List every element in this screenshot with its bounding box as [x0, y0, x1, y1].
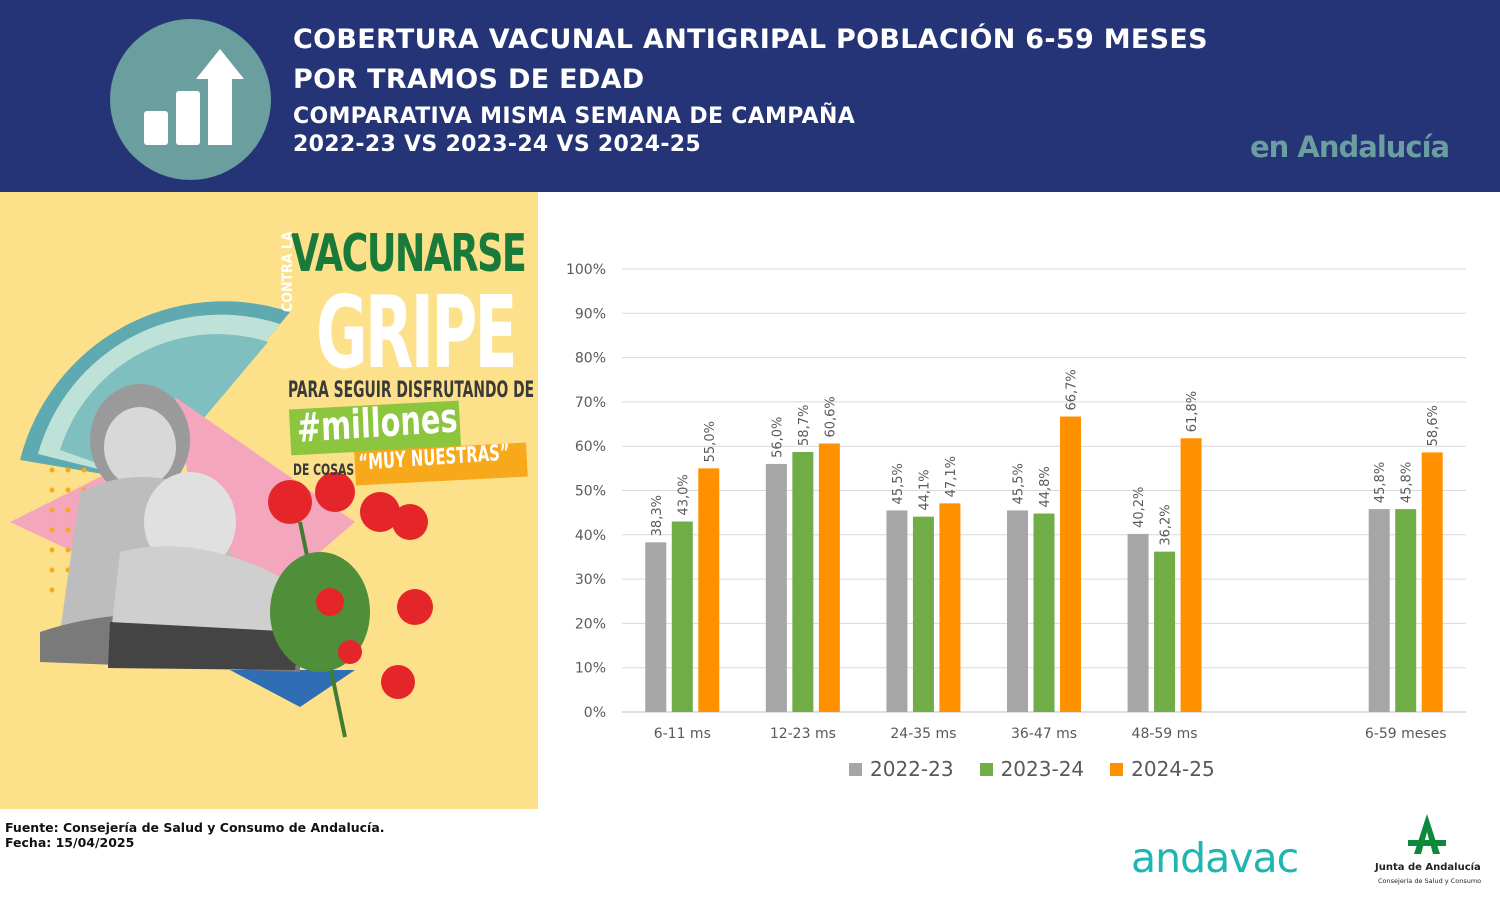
legend-item-2023-24: 2023-24: [979, 757, 1085, 781]
data-label: 43,0%: [676, 474, 691, 515]
poster-de-cosas: DE COSAS: [293, 460, 355, 479]
legend-swatch-2024-25: [1110, 762, 1124, 776]
legend-item-2024-25: 2024-25: [1110, 757, 1215, 781]
bar: [886, 510, 908, 712]
x-tick-label: 6-59 meses: [1365, 726, 1447, 742]
poster-vacunarse: VACUNARSE: [291, 224, 527, 284]
y-tick-label: 100%: [566, 262, 606, 278]
legend-label-2024-25: 2024-25: [1131, 757, 1215, 781]
y-tick-label: 70%: [575, 395, 606, 411]
bar: [1127, 533, 1149, 712]
data-label: 44,1%: [917, 469, 932, 510]
bar: [1154, 551, 1176, 712]
bar: [671, 521, 693, 712]
y-tick-label: 20%: [575, 616, 606, 632]
bar: [645, 542, 667, 712]
bar: [1368, 509, 1390, 712]
campaign-poster: VACUNARSE CONTRA LA GRIPE PARA SEGUIR DI…: [0, 192, 538, 809]
bar: [698, 468, 720, 712]
bar: [792, 451, 814, 712]
geranium-flowers: [268, 472, 433, 738]
bar: [912, 516, 934, 712]
data-label: 61,8%: [1185, 391, 1200, 432]
header-banner: COBERTURA VACUNAL ANTIGRIPAL POBLACIÓN 6…: [0, 0, 1500, 192]
junta-name: Junta de Andalucía: [1375, 862, 1481, 873]
y-tick-label: 30%: [575, 572, 606, 588]
chart-title-line-1: COBERTURA VACUNAL ANTIGRIPAL POBLACIÓN 6…: [293, 24, 1208, 55]
legend-swatch-2022-23: [849, 762, 862, 776]
x-tick-label: 36-47 ms: [1011, 726, 1077, 742]
junta-andalucia-logo-icon: [1408, 814, 1446, 854]
data-label: 55,0%: [703, 421, 718, 462]
x-tick-label: 6-11 ms: [654, 726, 711, 742]
data-label: 58,6%: [1426, 405, 1441, 446]
y-tick-label: 40%: [575, 528, 606, 544]
legend-swatch-2023-24: [979, 762, 993, 776]
bar: [939, 503, 961, 712]
data-label: 45,5%: [891, 463, 906, 504]
blue-triangle: [230, 670, 355, 707]
x-tick-label: 48-59 ms: [1132, 726, 1198, 742]
bar: [1421, 452, 1443, 712]
source-text: Fuente: Consejería de Salud y Consumo de…: [5, 820, 385, 835]
y-tick-label: 0%: [584, 705, 606, 721]
data-label: 56,0%: [770, 417, 785, 458]
poster-gripe: GRIPE: [316, 274, 518, 391]
poster-illustration: [10, 301, 433, 738]
data-label: 45,8%: [1400, 462, 1415, 503]
x-tick-label: 12-23 ms: [770, 726, 836, 742]
data-label: 38,3%: [650, 495, 665, 536]
chart-title-line-2: POR TRAMOS DE EDAD: [293, 64, 645, 95]
x-tick-label: 24-35 ms: [890, 726, 956, 742]
chart-legend: 2022-23 2023-24 2024-25: [849, 757, 1241, 781]
bar: [1395, 509, 1417, 712]
y-tick-label: 90%: [575, 306, 606, 322]
legend-label-2022-23: 2022-23: [870, 757, 954, 781]
chart-subtitle-line-2: 2022-23 VS 2023-24 VS 2024-25: [293, 132, 702, 157]
data-label: 36,2%: [1159, 504, 1174, 545]
bar: [818, 443, 840, 712]
data-label: 66,7%: [1065, 369, 1080, 410]
bar: [1033, 513, 1055, 712]
data-label: 45,8%: [1373, 462, 1388, 503]
children-photo: [40, 384, 300, 672]
data-label: 58,7%: [797, 405, 812, 446]
chart-subtitle-line-1: COMPARATIVA MISMA SEMANA DE CAMPAÑA: [293, 104, 856, 129]
region-tag: en Andalucía: [1250, 130, 1450, 164]
bar: [1180, 438, 1202, 712]
y-tick-label: 50%: [575, 484, 606, 500]
bar-chart-arrow-icon: [110, 19, 271, 180]
data-label: 45,5%: [1012, 463, 1027, 504]
junta-subtitle: Consejería de Salud y Consumo: [1378, 877, 1482, 885]
legend-label-2023-24: 2023-24: [1000, 757, 1085, 781]
data-label: 44,8%: [1038, 466, 1053, 507]
y-tick-label: 10%: [575, 661, 606, 677]
source-note: Fuente: Consejería de Salud y Consumo de…: [5, 820, 385, 850]
legend-item-2022-23: 2022-23: [849, 757, 954, 781]
poster-para-seguir: PARA SEGUIR DISFRUTANDO DE: [288, 378, 535, 403]
bar: [765, 463, 787, 712]
data-label: 40,2%: [1132, 487, 1147, 528]
date-text: Fecha: 15/04/2025: [5, 835, 135, 850]
bar: [1060, 416, 1081, 712]
data-label: 60,6%: [823, 396, 838, 437]
y-tick-label: 80%: [575, 351, 606, 367]
coverage-bar-chart: 0% 10% 20% 30% 40% 50% 60% 70% 80% 90% 100% 38,3% 43…: [566, 262, 1466, 742]
data-label: 47,1%: [944, 456, 959, 497]
y-tick-label: 60%: [575, 439, 606, 455]
poster-contra-la: CONTRA LA: [280, 231, 296, 312]
andavac-logo: andavac: [1131, 834, 1299, 882]
bar: [1007, 510, 1028, 712]
